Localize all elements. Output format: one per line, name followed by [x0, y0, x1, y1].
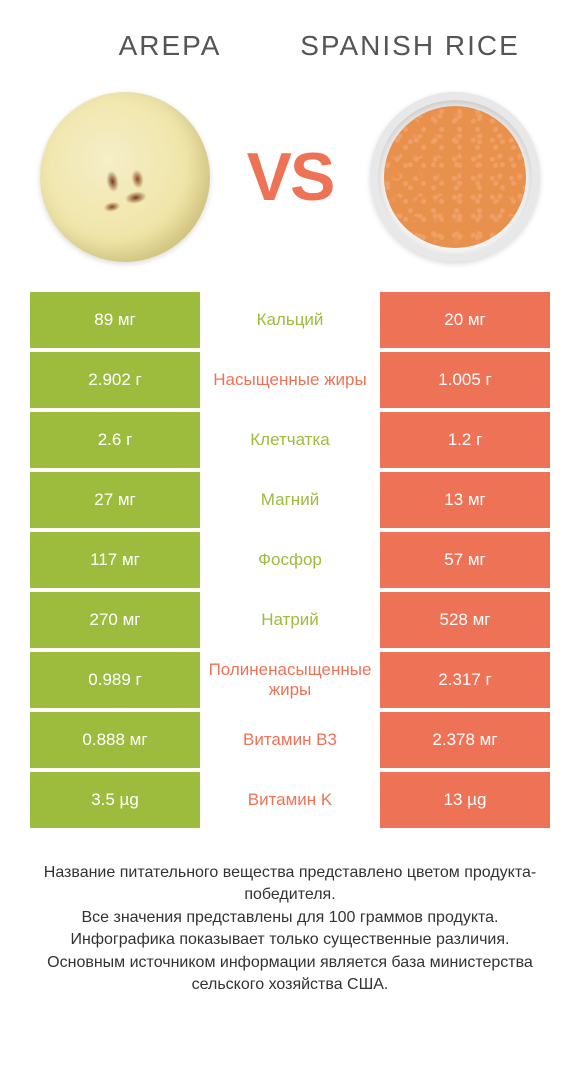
left-value: 270 мг [30, 592, 200, 648]
nutrient-label: Кальций [200, 292, 380, 348]
left-value: 117 мг [30, 532, 200, 588]
right-value: 1.005 г [380, 352, 550, 408]
table-row: 0.989 гПолиненасыщенные жиры2.317 г [30, 652, 550, 708]
left-value: 27 мг [30, 472, 200, 528]
left-value: 2.902 г [30, 352, 200, 408]
right-value: 2.378 мг [380, 712, 550, 768]
left-food-title: Arepa [50, 30, 290, 62]
header: Arepa Spanish Rice [0, 0, 580, 82]
right-value: 13 мг [380, 472, 550, 528]
right-value: 1.2 г [380, 412, 550, 468]
nutrient-label: Витамин B3 [200, 712, 380, 768]
right-value: 20 мг [380, 292, 550, 348]
left-value: 0.989 г [30, 652, 200, 708]
footer-line: Все значения представлены для 100 граммо… [20, 907, 560, 929]
table-row: 89 мгКальций20 мг [30, 292, 550, 348]
table-row: 270 мгНатрий528 мг [30, 592, 550, 648]
vs-label: VS [247, 138, 334, 216]
table-row: 3.5 µgВитамин K13 µg [30, 772, 550, 828]
footer-line: Основным источником информации является … [20, 952, 560, 997]
right-value: 528 мг [380, 592, 550, 648]
footer-note: Название питательного вещества представл… [0, 832, 580, 996]
table-row: 2.902 гНасыщенные жиры1.005 г [30, 352, 550, 408]
nutrient-label: Магний [200, 472, 380, 528]
left-value: 3.5 µg [30, 772, 200, 828]
nutrient-label: Полиненасыщенные жиры [200, 652, 380, 708]
arepa-image [40, 92, 210, 262]
table-row: 2.6 гКлетчатка1.2 г [30, 412, 550, 468]
spanish-rice-image [370, 92, 540, 262]
footer-line: Название питательного вещества представл… [20, 862, 560, 907]
nutrient-label: Насыщенные жиры [200, 352, 380, 408]
table-row: 117 мгФосфор57 мг [30, 532, 550, 588]
nutrient-label: Фосфор [200, 532, 380, 588]
right-value: 13 µg [380, 772, 550, 828]
nutrient-label: Натрий [200, 592, 380, 648]
right-value: 2.317 г [380, 652, 550, 708]
nutrient-label: Клетчатка [200, 412, 380, 468]
left-value: 89 мг [30, 292, 200, 348]
table-row: 27 мгМагний13 мг [30, 472, 550, 528]
comparison-table: 89 мгКальций20 мг2.902 гНасыщенные жиры1… [0, 292, 580, 828]
left-value: 0.888 мг [30, 712, 200, 768]
nutrient-label: Витамин K [200, 772, 380, 828]
table-row: 0.888 мгВитамин B32.378 мг [30, 712, 550, 768]
left-value: 2.6 г [30, 412, 200, 468]
right-food-title: Spanish Rice [290, 30, 530, 62]
right-value: 57 мг [380, 532, 550, 588]
footer-line: Инфографика показывает только существенн… [20, 929, 560, 951]
images-row: VS [0, 82, 580, 292]
